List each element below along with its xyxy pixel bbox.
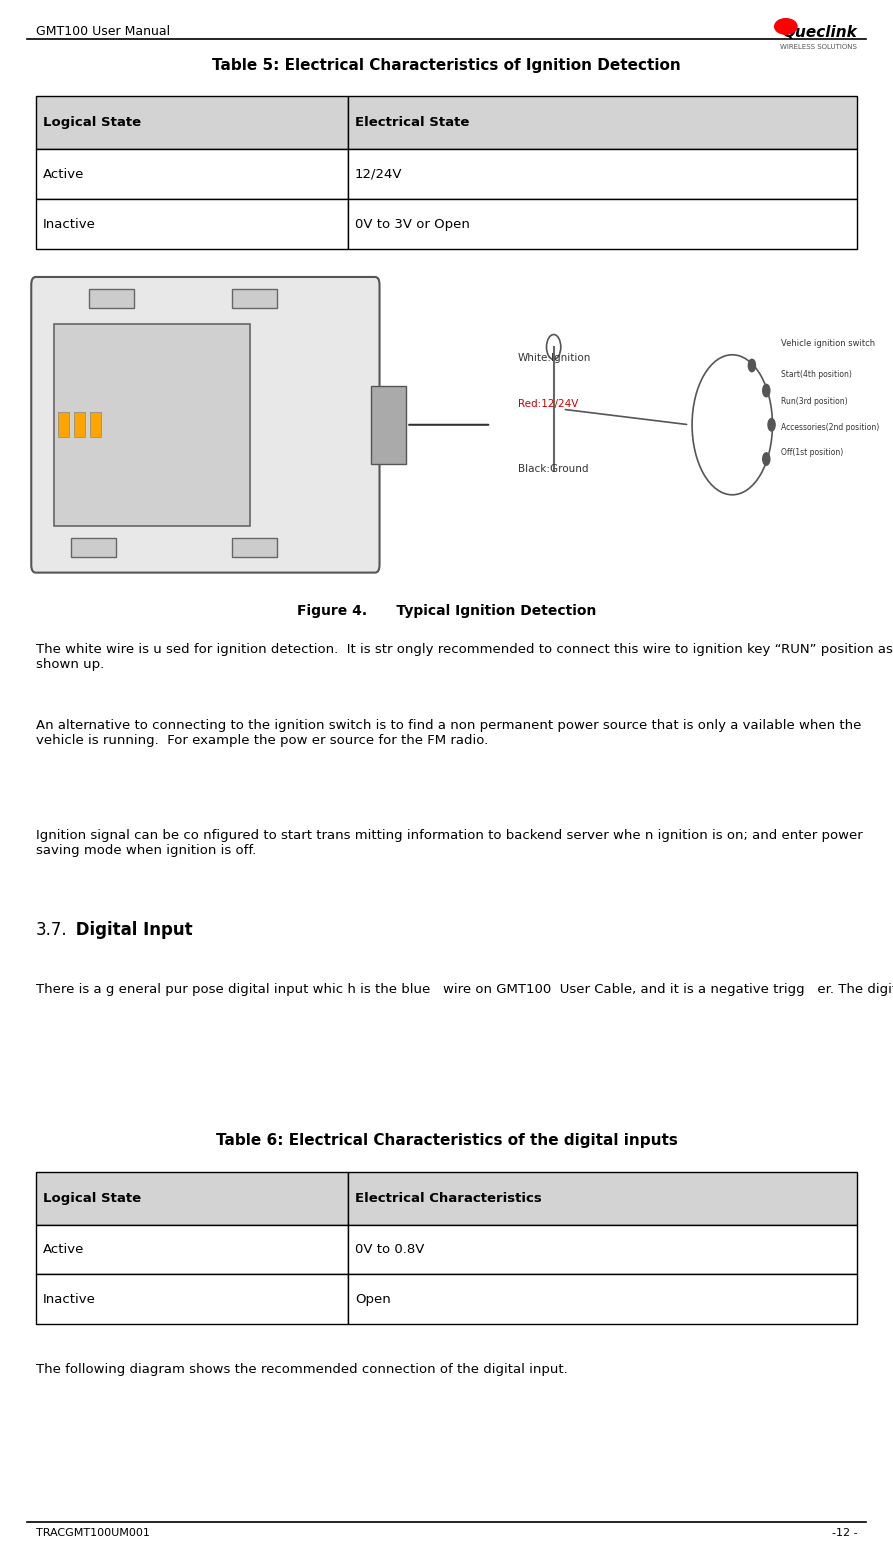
Ellipse shape [775, 19, 797, 34]
Bar [36, 1274, 348, 1324]
Text: The following diagram shows the recommended connection of the digital input.: The following diagram shows the recommen… [36, 1363, 567, 1376]
Text: Open: Open [355, 1293, 391, 1305]
Text: Table 5: Electrical Characteristics of Ignition Detection: Table 5: Electrical Characteristics of I… [213, 58, 680, 73]
Bar [348, 1274, 857, 1324]
FancyBboxPatch shape [31, 277, 380, 573]
Text: Off(1st position): Off(1st position) [781, 448, 844, 457]
Text: Black:Ground: Black:Ground [518, 464, 588, 473]
Text: -12 -: -12 - [831, 1528, 857, 1537]
Bar [54, 324, 250, 526]
Bar [36, 149, 348, 199]
Text: Accessories(2nd position): Accessories(2nd position) [781, 423, 880, 433]
Bar [348, 1172, 857, 1225]
Text: GMT100 User Manual: GMT100 User Manual [36, 25, 170, 37]
Bar [58, 412, 69, 437]
Text: TRACGMT100UM001: TRACGMT100UM001 [36, 1528, 150, 1537]
Bar [348, 199, 857, 249]
Circle shape [763, 453, 770, 465]
Text: Inactive: Inactive [43, 218, 96, 230]
Bar [36, 1225, 348, 1274]
Text: WIRELESS SOLUTIONS: WIRELESS SOLUTIONS [780, 44, 857, 50]
Bar [348, 149, 857, 199]
Bar [36, 199, 348, 249]
Text: White:Ignition: White:Ignition [518, 353, 591, 363]
Bar [36, 96, 348, 149]
Text: Vehicle ignition switch: Vehicle ignition switch [781, 339, 875, 349]
Text: Active: Active [43, 1243, 84, 1256]
Text: 12/24V: 12/24V [355, 168, 403, 180]
Text: The white wire is u sed for ignition detection.  It is str ongly recommended to : The white wire is u sed for ignition det… [36, 643, 893, 671]
Text: Active: Active [43, 168, 84, 180]
Text: There is a g eneral pur pose digital input whic h is the blue   wire on GMT100  : There is a g eneral pur pose digital inp… [36, 983, 893, 996]
Text: Logical State: Logical State [43, 117, 141, 129]
Bar [348, 1225, 857, 1274]
Text: Ignition signal can be co nfigured to start trans mitting information to backend: Ignition signal can be co nfigured to st… [36, 829, 863, 857]
Bar [232, 289, 277, 308]
Bar [89, 289, 134, 308]
Text: Electrical State: Electrical State [355, 117, 470, 129]
Bar [371, 386, 406, 464]
Text: 0V to 0.8V: 0V to 0.8V [355, 1243, 424, 1256]
Bar [74, 412, 85, 437]
Bar [71, 538, 116, 557]
Bar [90, 412, 101, 437]
Text: 3.7.: 3.7. [36, 921, 67, 940]
Circle shape [748, 359, 755, 372]
Circle shape [768, 419, 775, 431]
Text: Digital Input: Digital Input [70, 921, 192, 940]
Text: An alternative to connecting to the ignition switch is to find a non permanent p: An alternative to connecting to the igni… [36, 719, 861, 747]
Text: Figure 4.      Typical Ignition Detection: Figure 4. Typical Ignition Detection [296, 604, 597, 618]
Text: Electrical Characteristics: Electrical Characteristics [355, 1192, 542, 1204]
Text: Red:12/24V: Red:12/24V [518, 400, 579, 409]
Text: Inactive: Inactive [43, 1293, 96, 1305]
Bar [232, 538, 277, 557]
Text: Queclink: Queclink [782, 25, 857, 40]
Text: Logical State: Logical State [43, 1192, 141, 1204]
Circle shape [763, 384, 770, 397]
Text: Start(4th position): Start(4th position) [781, 370, 852, 380]
Bar [348, 96, 857, 149]
Text: 0V to 3V or Open: 0V to 3V or Open [355, 218, 470, 230]
Text: Table 6: Electrical Characteristics of the digital inputs: Table 6: Electrical Characteristics of t… [215, 1133, 678, 1148]
Bar [36, 1172, 348, 1225]
Text: Run(3rd position): Run(3rd position) [781, 397, 848, 406]
